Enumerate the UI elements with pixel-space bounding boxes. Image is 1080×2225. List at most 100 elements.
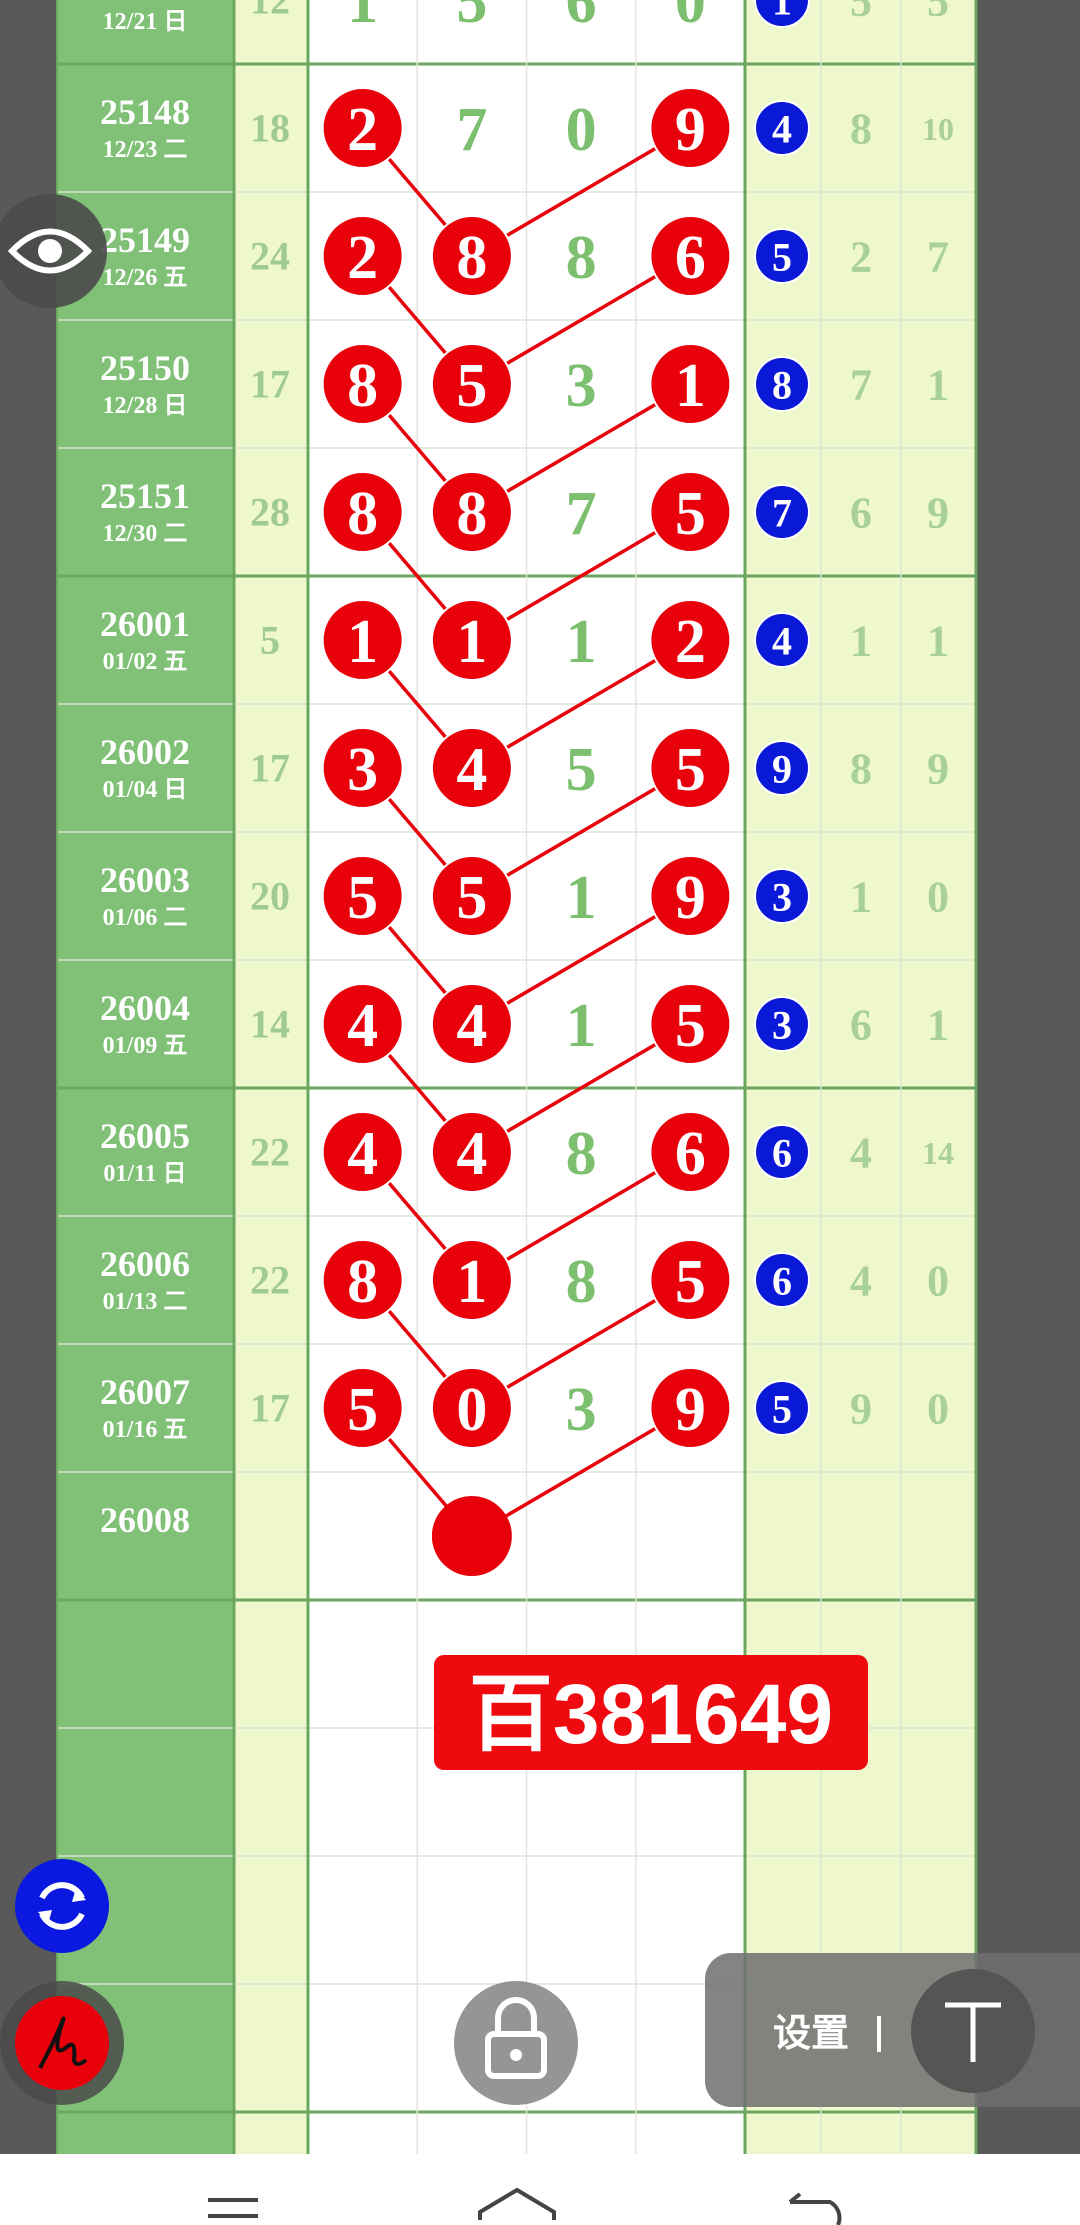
digit-hit: 5 bbox=[675, 736, 706, 804]
nav-back[interactable] bbox=[788, 2192, 842, 2225]
lock-body bbox=[485, 2031, 547, 2079]
extra: 7 bbox=[927, 233, 949, 282]
date: 12/30 二 bbox=[103, 521, 188, 547]
digit-ball bbox=[649, 1239, 732, 1321]
lock-button[interactable] bbox=[454, 1981, 578, 2105]
digit-ball bbox=[321, 87, 404, 169]
extra: 1 bbox=[850, 617, 872, 666]
nav-menu-icon bbox=[208, 2198, 258, 2218]
digit-hit: 3 bbox=[347, 736, 378, 804]
eye-button[interactable] bbox=[0, 194, 107, 308]
digit: 8 bbox=[566, 224, 597, 292]
sum: 18 bbox=[250, 106, 290, 151]
link-line bbox=[470, 1022, 692, 1154]
extra-ball bbox=[754, 228, 810, 284]
digit: 3 bbox=[566, 1376, 597, 1444]
sum-column bbox=[234, 0, 308, 2154]
sum: 20 bbox=[250, 874, 290, 919]
extra: 6 bbox=[850, 489, 872, 538]
digit-ball bbox=[649, 1367, 732, 1449]
settings-panel: 设置 bbox=[705, 1953, 1080, 2107]
digit-ball bbox=[649, 215, 732, 297]
digit-hit: 9 bbox=[675, 1376, 706, 1444]
digit-hit: 4 bbox=[347, 992, 378, 1060]
text-tool-icon bbox=[945, 2002, 1001, 2062]
digit-hit: 9 bbox=[675, 864, 706, 932]
digit-hit: 4 bbox=[456, 992, 487, 1060]
refresh-button[interactable] bbox=[15, 1859, 109, 1953]
digit-hit: 5 bbox=[675, 480, 706, 548]
issue: 26005 bbox=[100, 1116, 190, 1156]
digit-ball bbox=[430, 727, 513, 809]
extra-hit: 5 bbox=[772, 235, 792, 280]
link-line bbox=[470, 382, 692, 514]
digit-hit: 2 bbox=[347, 96, 378, 164]
digit-ball bbox=[430, 599, 513, 681]
extra-hit: 3 bbox=[772, 1003, 792, 1048]
nav-home[interactable] bbox=[478, 2187, 556, 2220]
nav-bar bbox=[0, 2154, 1080, 2225]
extra: 9 bbox=[927, 489, 949, 538]
digit-hit: 8 bbox=[347, 480, 378, 548]
digit-hit: 5 bbox=[456, 352, 487, 420]
sum: 28 bbox=[250, 490, 290, 535]
issue: 25149 bbox=[100, 220, 190, 260]
settings-label[interactable]: 设置 bbox=[773, 2013, 849, 2055]
extra: 5 bbox=[927, 0, 949, 26]
digit: 1 bbox=[566, 608, 597, 676]
extra-hit: 3 bbox=[772, 875, 792, 920]
digit-ball bbox=[321, 727, 404, 809]
digit-ball bbox=[430, 471, 513, 553]
digit: 1 bbox=[566, 992, 597, 1060]
digit-hit: 8 bbox=[456, 224, 487, 292]
digit-ball bbox=[649, 983, 732, 1065]
date: 01/06 二 bbox=[103, 905, 188, 931]
digit-ball bbox=[321, 599, 404, 681]
link-line bbox=[470, 766, 692, 898]
digit-ball bbox=[430, 1111, 513, 1193]
extra: 1 bbox=[927, 617, 949, 666]
date: 01/02 五 bbox=[103, 649, 188, 675]
extra: 0 bbox=[927, 873, 949, 922]
sum: 14 bbox=[250, 1002, 290, 1047]
extra-hit: 6 bbox=[772, 1259, 792, 1304]
digit-hit: 4 bbox=[456, 1120, 487, 1188]
extra-hit: 9 bbox=[772, 747, 792, 792]
issue: 26004 bbox=[100, 988, 190, 1028]
digit-ball bbox=[649, 343, 732, 425]
digit-ball bbox=[649, 727, 732, 809]
issue: 26006 bbox=[100, 1244, 190, 1284]
digit-hit: 8 bbox=[456, 480, 487, 548]
extra-ball bbox=[754, 1252, 810, 1308]
extra: 14 bbox=[922, 1135, 954, 1171]
digit-hit: 2 bbox=[347, 224, 378, 292]
digit-hit: 5 bbox=[347, 1376, 378, 1444]
digit-ball bbox=[321, 983, 404, 1065]
pen-button[interactable] bbox=[0, 1981, 124, 2105]
digit-ball bbox=[321, 1111, 404, 1193]
extra: 0 bbox=[927, 1385, 949, 1434]
link-line bbox=[470, 1278, 692, 1410]
nav-menu[interactable] bbox=[208, 2198, 258, 2218]
sum: 22 bbox=[250, 1258, 290, 1303]
extra-hit: 6 bbox=[772, 1131, 792, 1176]
extra: 1 bbox=[927, 1001, 949, 1050]
digit-hit: 5 bbox=[456, 864, 487, 932]
extra-hit: 8 bbox=[772, 363, 792, 408]
digit-ball bbox=[649, 471, 732, 553]
issue: 26007 bbox=[100, 1372, 190, 1412]
digit-hit: 1 bbox=[456, 1248, 487, 1316]
issue: 26003 bbox=[100, 860, 190, 900]
sum: 5 bbox=[260, 618, 280, 663]
digit-hit: 8 bbox=[347, 352, 378, 420]
extra: 9 bbox=[927, 745, 949, 794]
date: 01/09 五 bbox=[103, 1033, 188, 1059]
lock-keyhole bbox=[510, 2049, 522, 2061]
extra-ball bbox=[754, 1380, 810, 1436]
sum: 17 bbox=[250, 362, 290, 407]
text-tool-button[interactable] bbox=[911, 1969, 1035, 2093]
extra-ball bbox=[754, 612, 810, 668]
digit: 8 bbox=[566, 1248, 597, 1316]
